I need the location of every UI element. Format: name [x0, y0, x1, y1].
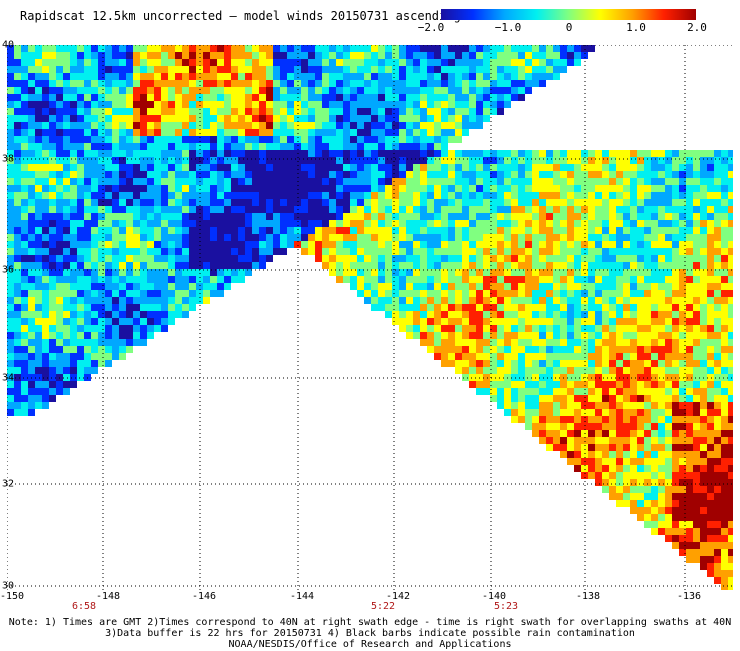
colorbar [441, 9, 696, 20]
swath-time-label: 5:22 [370, 601, 396, 612]
colorbar-tick: −1.0 [494, 21, 522, 34]
lat-label: 34 [2, 372, 15, 384]
lon-label: -146 [191, 591, 217, 602]
lat-label: 32 [2, 478, 15, 490]
lon-label: -144 [289, 591, 315, 602]
lat-label: 40 [2, 39, 15, 51]
colorbar-ticks: −2.0 −1.0 0 1.0 2.0 [418, 21, 707, 35]
lon-label: -140 [481, 591, 507, 602]
colorbar-tick: 0 [565, 21, 573, 34]
wind-difference-map [7, 45, 733, 590]
footnote-line-1: Note: 1) Times are GMT 2)Times correspon… [8, 617, 732, 628]
lon-label: -142 [385, 591, 411, 602]
lon-label: -150 [0, 591, 25, 602]
lon-label: -138 [575, 591, 601, 602]
colorbar-tick: −2.0 [417, 21, 445, 34]
colorbar-tick: 2.0 [687, 21, 707, 34]
map-title: Rapidscat 12.5km uncorrected — model win… [20, 9, 461, 23]
colorbar-tick: 1.0 [626, 21, 646, 34]
swath-time-label: 6:58 [71, 601, 97, 612]
swath-time-label: 5:23 [493, 601, 519, 612]
footnote-line-3: NOAA/NESDIS/Office of Research and Appli… [228, 639, 512, 650]
lon-label: -136 [676, 591, 702, 602]
lat-label: 30 [2, 580, 15, 592]
lon-label: -148 [95, 591, 121, 602]
footnote-line-2: 3)Data buffer is 22 hrs for 20150731 4) … [105, 628, 635, 639]
lat-label: 38 [2, 153, 15, 165]
lat-label: 36 [2, 264, 15, 276]
